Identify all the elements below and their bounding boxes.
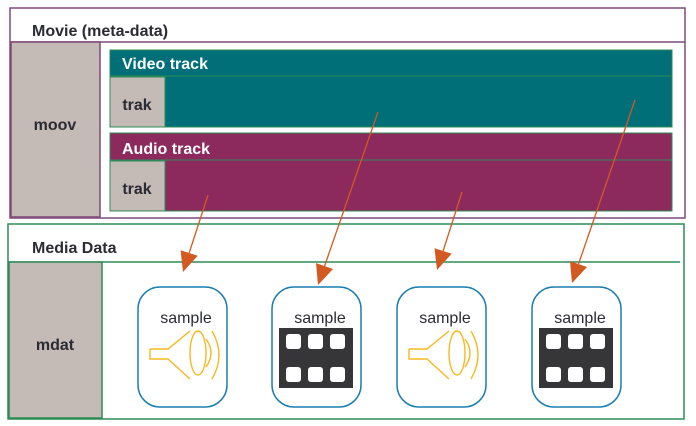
sample-label: sample <box>554 310 606 327</box>
sample-label: sample <box>294 310 346 327</box>
arrow-4 <box>570 99 636 283</box>
arrow-2 <box>316 111 379 285</box>
video-track: Video track trak <box>109 49 673 128</box>
mdat-label: mdat <box>36 337 75 354</box>
audio-trak-box <box>109 160 166 212</box>
audio-track: Audio track trak <box>109 132 673 212</box>
video-trak-label: trak <box>122 97 151 114</box>
sample-video: sample <box>271 286 362 408</box>
audio-trak-label: trak <box>122 181 151 198</box>
moov-label: moov <box>34 117 77 134</box>
video-track-title: Video track <box>122 56 208 73</box>
movie-title: Movie (meta-data) <box>32 23 168 40</box>
speaker-icon <box>408 330 479 380</box>
film-icon <box>279 328 353 388</box>
arrow-1 <box>180 194 209 272</box>
sample-audio: sample <box>396 286 487 408</box>
film-icon <box>539 328 613 388</box>
sample-video: sample <box>531 286 622 408</box>
sample-label: sample <box>419 310 471 327</box>
movie-box: Movie (meta-data) moov Video track trak … <box>9 7 686 219</box>
video-trak-box <box>109 76 166 128</box>
speaker-icon <box>149 330 220 380</box>
arrow-3 <box>434 191 463 270</box>
arrows <box>180 99 636 285</box>
sample-audio: sample <box>137 286 228 408</box>
moov-box <box>10 41 101 218</box>
sample-label: sample <box>160 310 212 327</box>
media-data-title: Media Data <box>32 240 117 257</box>
audio-track-title: Audio track <box>122 141 210 158</box>
mdat-box <box>8 261 103 419</box>
samples: sample sample sample sample <box>137 286 622 408</box>
